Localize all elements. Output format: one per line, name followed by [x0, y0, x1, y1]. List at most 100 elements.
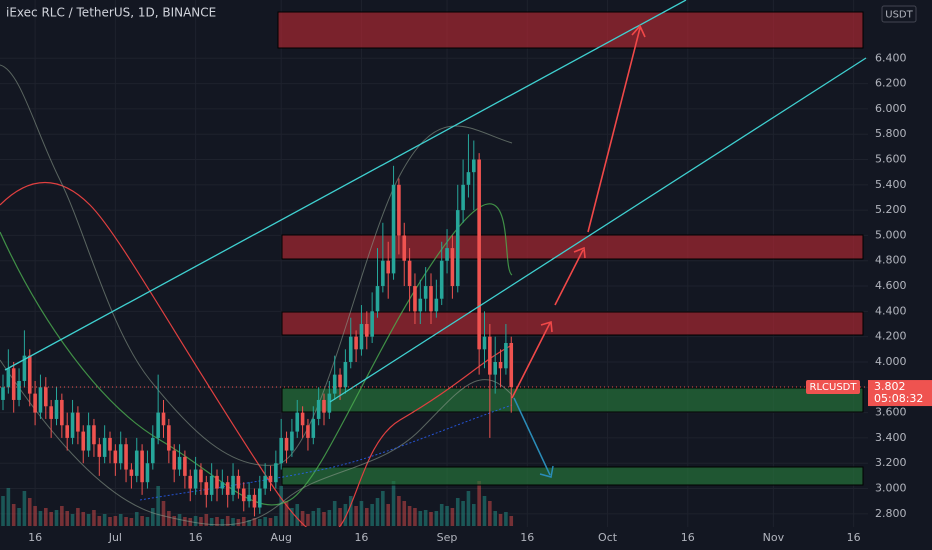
candle-body: [38, 387, 43, 413]
candle-body: [509, 343, 514, 388]
candle-body: [11, 368, 16, 400]
candle-body: [434, 298, 439, 312]
candle-body: [322, 399, 326, 413]
candle-body: [338, 374, 342, 388]
volume-bar: [493, 511, 497, 526]
candle-body: [86, 425, 91, 451]
time-axis: 16 Jul 16 Aug 16 Sep 16 Oct 16 Nov 16: [0, 527, 932, 550]
candle-body: [375, 286, 380, 312]
x-tick-label: Aug: [270, 531, 291, 544]
volume-bar: [381, 491, 385, 526]
candle-body: [215, 475, 219, 489]
candle-body: [17, 380, 21, 400]
candle-body: [167, 425, 171, 451]
arrows: [511, 24, 646, 399]
candle-body: [391, 184, 396, 274]
candle-body: [472, 159, 476, 173]
x-tick-label: Jul: [108, 531, 122, 544]
candle-body: [423, 286, 428, 299]
volume-bar: [258, 519, 262, 526]
candle-body: [204, 482, 209, 495]
y-tick-label: 3.600: [875, 406, 907, 419]
symbol-box: [806, 380, 860, 395]
volume-bar: [332, 501, 337, 526]
currency: USDT: [885, 10, 913, 21]
candle-body: [108, 437, 112, 451]
volume-bar: [397, 496, 401, 526]
volume-bar: [327, 510, 332, 526]
volume-bar: [44, 508, 48, 526]
volume-bar: [231, 518, 235, 526]
volume-bar: [161, 501, 166, 526]
volume-bar: [145, 517, 150, 526]
candle-body: [145, 463, 150, 483]
volume-bar: [418, 511, 423, 526]
x-tick-label: Oct: [598, 531, 618, 544]
candle-body: [450, 248, 455, 287]
candle-body: [482, 336, 487, 350]
candle-body: [300, 412, 305, 426]
volume-bar: [295, 504, 300, 526]
candle-body: [70, 412, 75, 438]
y-tick-label: 4.600: [875, 279, 907, 292]
volume-bar: [348, 496, 353, 526]
volume-bar: [199, 517, 203, 526]
candle-body: [279, 437, 283, 464]
y-tick-label: 4.400: [875, 304, 907, 317]
volume-bar: [391, 481, 396, 526]
volume-bar: [193, 516, 198, 526]
volume-bar: [359, 501, 364, 526]
volume-bar: [488, 501, 492, 526]
volume-bar: [284, 501, 289, 526]
candle-body: [348, 336, 353, 362]
resistance-zone: [277, 11, 864, 49]
candle-body: [306, 425, 310, 438]
volume-bar: [434, 511, 439, 526]
volume-bar: [423, 510, 428, 526]
candle-body: [76, 412, 80, 432]
volume-bar: [472, 504, 476, 526]
candle-body: [124, 444, 128, 470]
volume-bar: [140, 516, 144, 526]
candle-body: [6, 368, 11, 388]
candle-body: [327, 393, 332, 413]
volume-bar: [370, 504, 374, 526]
candle-body: [274, 463, 278, 483]
volume-bar: [86, 514, 91, 526]
chart-title: iExec RLC / TetherUS, 1D, BINANCE: [6, 6, 216, 20]
candles-layer: [1, 134, 514, 517]
candle-body: [354, 336, 358, 350]
volume-bar: [70, 514, 75, 526]
volume-bar: [97, 516, 102, 526]
volume-bar: [17, 508, 21, 526]
candle-body: [188, 475, 193, 489]
volume-bar: [482, 496, 487, 526]
volume-bar: [279, 486, 283, 526]
arrow: [511, 320, 553, 399]
trend-line: [4, 0, 687, 371]
volume-bar: [27, 498, 32, 526]
volume-bar: [402, 501, 407, 526]
candle-body: [381, 260, 385, 287]
volume-bar: [455, 498, 460, 526]
candle-body: [231, 475, 235, 495]
volume-bar: [134, 512, 139, 526]
candle-body: [407, 260, 412, 287]
volume-bar: [204, 514, 209, 526]
trend-line: [329, 57, 867, 403]
volume-bar: [386, 504, 390, 526]
axis-background: [0, 527, 932, 550]
volume-bar: [124, 517, 128, 526]
volume-bar: [268, 518, 273, 526]
volume-bar: [247, 520, 251, 526]
candle-body: [151, 437, 155, 464]
candle-body: [209, 475, 214, 495]
volume-bar: [65, 511, 69, 526]
candle-body: [488, 336, 492, 375]
volume-bar: [1, 496, 5, 526]
candle-body: [429, 286, 433, 312]
candle-body: [365, 324, 369, 337]
price-axis: 2.8003.0003.2003.4003.6003.8004.0004.200…: [868, 0, 932, 550]
candle-body: [102, 437, 107, 457]
